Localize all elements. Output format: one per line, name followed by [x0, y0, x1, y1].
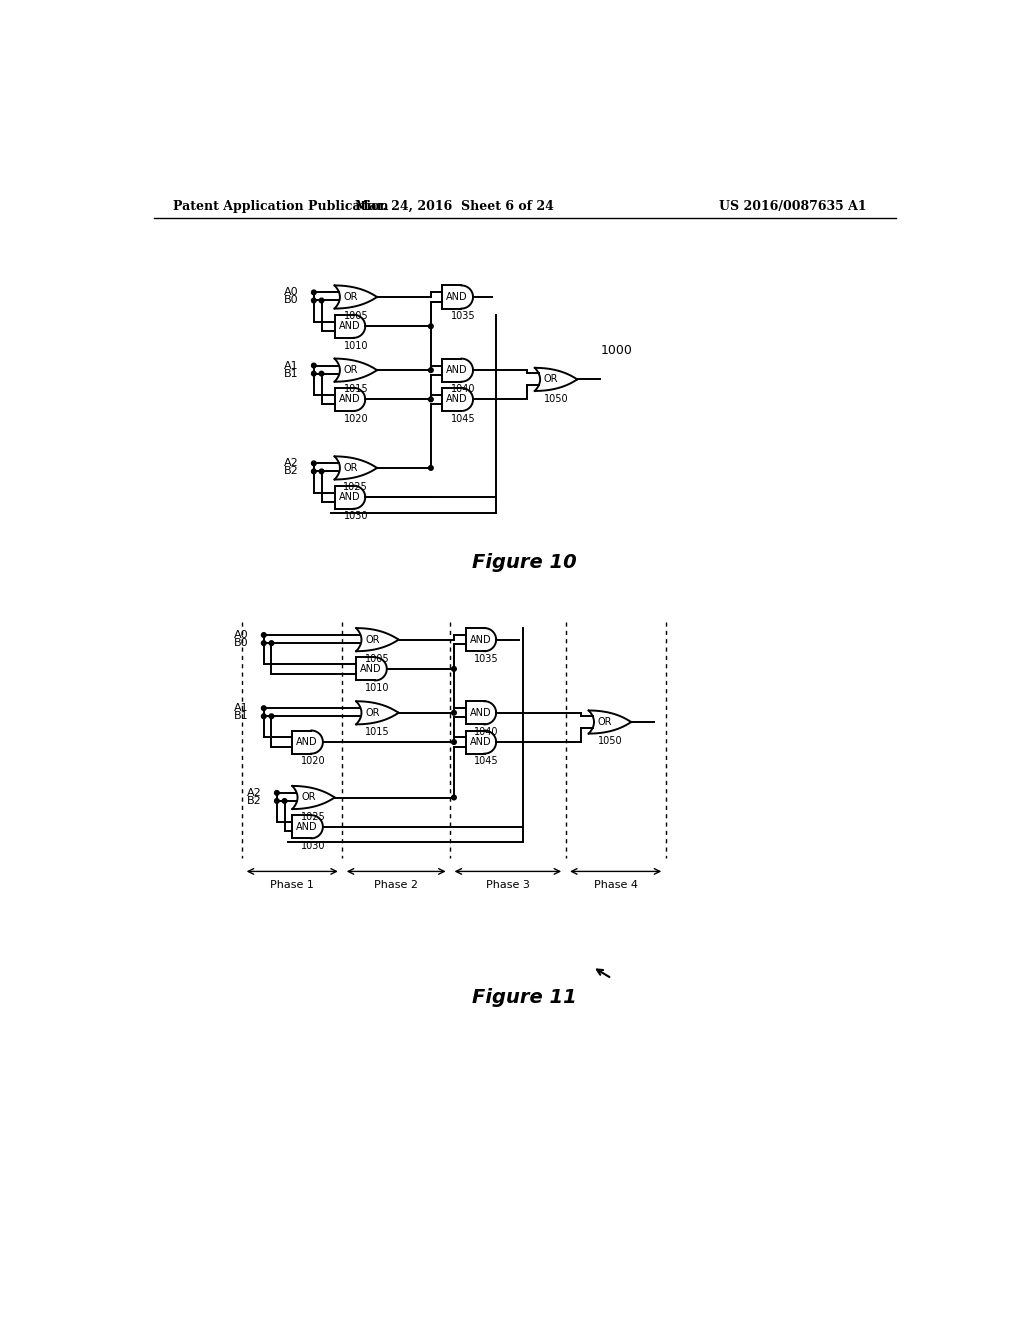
Circle shape [311, 469, 316, 474]
Text: 1030: 1030 [301, 841, 326, 851]
Text: OR: OR [343, 463, 358, 473]
Text: 1030: 1030 [343, 511, 368, 521]
Text: Phase 2: Phase 2 [374, 879, 418, 890]
Text: B1: B1 [284, 368, 298, 379]
Text: 1045: 1045 [452, 413, 476, 424]
Text: 1045: 1045 [474, 756, 499, 767]
Circle shape [274, 791, 280, 795]
Text: AND: AND [470, 708, 492, 718]
Text: A2: A2 [284, 458, 298, 469]
Circle shape [429, 323, 433, 329]
Text: B2: B2 [247, 796, 261, 807]
Text: AND: AND [339, 492, 360, 502]
Text: OR: OR [343, 366, 358, 375]
Text: B0: B0 [284, 296, 298, 305]
Text: Patent Application Publication: Patent Application Publication [173, 199, 388, 213]
Circle shape [261, 632, 266, 638]
Circle shape [311, 363, 316, 368]
Text: AND: AND [339, 321, 360, 331]
Text: AND: AND [470, 737, 492, 747]
Text: 1025: 1025 [301, 812, 326, 822]
Circle shape [311, 371, 316, 376]
Text: AND: AND [446, 366, 468, 375]
Text: OR: OR [365, 635, 380, 644]
Circle shape [261, 640, 266, 645]
Text: A1: A1 [233, 704, 249, 713]
Circle shape [429, 466, 433, 470]
Text: A0: A0 [284, 288, 298, 297]
Circle shape [452, 795, 457, 800]
Circle shape [261, 714, 266, 718]
Circle shape [429, 368, 433, 372]
Circle shape [452, 667, 457, 671]
Text: AND: AND [470, 635, 492, 644]
Text: OR: OR [598, 717, 612, 727]
Circle shape [274, 799, 280, 804]
Text: US 2016/0087635 A1: US 2016/0087635 A1 [719, 199, 866, 213]
Text: 1025: 1025 [343, 482, 369, 492]
Text: OR: OR [343, 292, 358, 302]
Text: OR: OR [365, 708, 380, 718]
Text: 1050: 1050 [598, 737, 623, 746]
Text: 1020: 1020 [343, 413, 368, 424]
Circle shape [452, 739, 457, 744]
Text: AND: AND [360, 664, 382, 675]
Circle shape [311, 290, 316, 294]
Text: AND: AND [296, 737, 317, 747]
Text: 1005: 1005 [343, 312, 368, 321]
Text: 1040: 1040 [452, 384, 476, 395]
Circle shape [429, 397, 433, 401]
Text: Mar. 24, 2016  Sheet 6 of 24: Mar. 24, 2016 Sheet 6 of 24 [354, 199, 553, 213]
Text: 1005: 1005 [365, 653, 390, 664]
Text: A2: A2 [247, 788, 261, 797]
Circle shape [319, 298, 324, 302]
Text: B2: B2 [284, 466, 298, 477]
Text: Phase 3: Phase 3 [486, 879, 529, 890]
Text: B0: B0 [233, 638, 249, 648]
Text: A1: A1 [284, 360, 298, 371]
Text: 1020: 1020 [301, 756, 326, 767]
Text: Figure 10: Figure 10 [472, 553, 578, 572]
Text: 1010: 1010 [343, 341, 368, 351]
Text: 1035: 1035 [452, 312, 476, 321]
Text: B1: B1 [233, 711, 249, 721]
Text: 1035: 1035 [474, 653, 499, 664]
Text: 1015: 1015 [343, 384, 368, 395]
Text: Figure 11: Figure 11 [472, 989, 578, 1007]
Text: OR: OR [301, 792, 315, 803]
Text: AND: AND [339, 395, 360, 404]
Circle shape [269, 714, 273, 718]
Text: 1015: 1015 [365, 727, 390, 737]
Text: 1040: 1040 [474, 727, 499, 737]
Circle shape [261, 706, 266, 710]
Circle shape [319, 371, 324, 376]
Text: A0: A0 [233, 630, 249, 640]
Circle shape [452, 710, 457, 715]
Text: 1000: 1000 [600, 345, 632, 358]
Circle shape [283, 799, 287, 804]
Circle shape [269, 640, 273, 645]
Circle shape [319, 469, 324, 474]
Text: AND: AND [446, 395, 468, 404]
Text: 1050: 1050 [544, 393, 568, 404]
Circle shape [311, 298, 316, 302]
Text: Phase 4: Phase 4 [594, 879, 638, 890]
Text: OR: OR [544, 375, 558, 384]
Text: AND: AND [296, 822, 317, 832]
Text: Phase 1: Phase 1 [270, 879, 314, 890]
Circle shape [311, 461, 316, 466]
Text: 1010: 1010 [366, 684, 389, 693]
Text: AND: AND [446, 292, 468, 302]
